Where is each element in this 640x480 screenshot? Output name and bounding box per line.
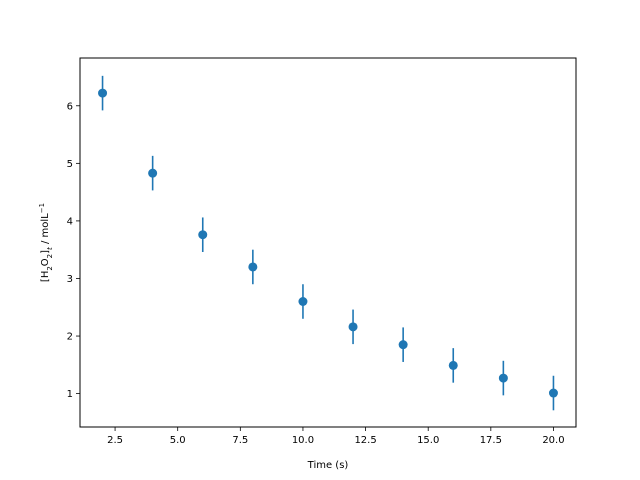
y-tick-label: 3 xyxy=(67,274,73,285)
x-tick-label: 20.0 xyxy=(542,435,564,446)
x-tick-label: 15.0 xyxy=(417,435,439,446)
x-tick-label: 2.5 xyxy=(107,435,123,446)
y-tick-label: 4 xyxy=(67,216,73,227)
plot-area xyxy=(98,75,558,411)
axes-frame xyxy=(79,57,577,428)
y-tick-label: 6 xyxy=(67,101,73,112)
x-tick-label: 17.5 xyxy=(480,435,502,446)
y-axis-label: [H2O2]t / molL−1 xyxy=(38,203,54,282)
x-tick-label: 12.5 xyxy=(354,435,376,446)
data-point xyxy=(548,388,558,398)
y-tick-label: 5 xyxy=(67,159,73,170)
y-tick-label: 2 xyxy=(67,332,73,343)
data-point xyxy=(98,88,108,98)
data-point xyxy=(448,360,458,370)
data-point xyxy=(398,340,408,350)
data-point xyxy=(148,168,158,178)
data-point xyxy=(348,322,358,332)
x-axis: 2.5 5.0 7.5 10.0 12.5 15.0 17.5 20.0 xyxy=(107,427,565,446)
data-point xyxy=(498,373,508,383)
data-point xyxy=(298,297,308,307)
data-point xyxy=(248,262,258,272)
x-tick-label: 7.5 xyxy=(232,435,248,446)
x-axis-label: Time (s) xyxy=(307,460,349,471)
x-tick-label: 10.0 xyxy=(292,435,314,446)
x-tick-label: 5.0 xyxy=(170,435,186,446)
y-tick-label: 1 xyxy=(67,389,73,400)
data-point xyxy=(198,230,208,240)
y-axis: 1 2 3 4 5 6 xyxy=(67,101,80,400)
